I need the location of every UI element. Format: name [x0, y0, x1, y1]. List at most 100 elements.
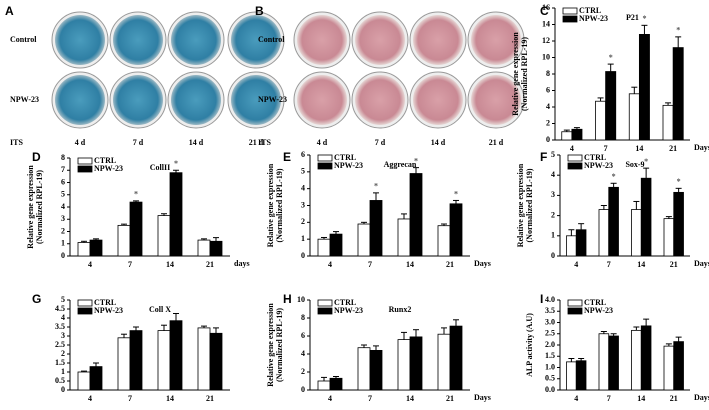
bar [409, 173, 423, 257]
y-tick-label: 1 [61, 367, 65, 376]
bar [369, 200, 383, 257]
significance-mark: * [454, 189, 458, 198]
legend-swatch [317, 307, 333, 315]
bar [673, 191, 684, 257]
bar [409, 336, 423, 391]
significance-mark: * [676, 26, 680, 35]
bar [663, 218, 675, 257]
y-axis-title: Relative gene expression [516, 163, 525, 247]
bar [397, 218, 411, 257]
y-axis-title: Relative gene expression [266, 303, 275, 387]
y-tick-label: 2 [551, 210, 555, 219]
chart-title: Aggrecan [384, 160, 417, 169]
bar [437, 225, 451, 257]
y-tick-label: 0 [546, 135, 550, 144]
bar [595, 100, 607, 141]
row-label: Control [258, 35, 285, 44]
legend-label: CTRL [94, 298, 116, 307]
y-tick-label: 3.5 [545, 306, 555, 315]
well-content [113, 15, 163, 65]
legend-label: NPW-23 [334, 161, 363, 170]
x-tick-label: 14 [406, 260, 414, 269]
day-label: 7 d [375, 138, 386, 147]
well-content [231, 75, 281, 125]
bar [357, 347, 371, 391]
x-tick-label: 14 [406, 394, 414, 403]
bar [129, 201, 143, 257]
bar [662, 104, 674, 141]
bar [117, 224, 131, 257]
y-tick-label: 0 [551, 251, 555, 260]
chart-title: P21 [626, 13, 639, 22]
x-tick-label: 4 [328, 260, 332, 269]
bar [77, 371, 91, 391]
bar [605, 71, 617, 141]
bar [640, 325, 652, 391]
y-tick-label: 8 [61, 153, 65, 162]
x-tick-label: 7 [604, 144, 608, 153]
significance-mark: * [644, 157, 648, 166]
bar [209, 332, 223, 391]
y-axis-title: (Normalized RPL-19) [35, 170, 44, 244]
bar [631, 209, 642, 257]
bar [157, 215, 171, 257]
well-content [55, 15, 105, 65]
y-tick-label: 0 [61, 385, 65, 394]
bar [157, 330, 171, 391]
legend-swatch [77, 165, 93, 173]
significance-mark: * [414, 156, 418, 165]
y-tick-label: 3 [301, 200, 305, 209]
bar [357, 223, 371, 257]
bar [628, 93, 640, 141]
bar [209, 240, 223, 257]
x-tick-label: 14 [637, 394, 645, 403]
x-axis-title: Days [694, 143, 709, 152]
legend-label: CTRL [94, 156, 116, 165]
y-tick-label: 2 [61, 349, 65, 358]
x-tick-label: 7 [607, 394, 611, 403]
panel-label: C [540, 4, 549, 18]
significance-mark: * [134, 190, 138, 199]
legend-swatch [567, 307, 583, 315]
legend-label: CTRL [584, 298, 606, 307]
x-tick-label: 14 [166, 260, 174, 269]
y-axis-title: (Normalized RPL-19) [525, 168, 534, 242]
y-tick-label: 0.5 [545, 374, 555, 383]
x-axis-title: days [234, 259, 250, 268]
bar [169, 320, 183, 391]
bar [575, 229, 587, 257]
bar [566, 361, 577, 391]
panel-label: F [540, 150, 547, 164]
row-label: NPW-23 [258, 95, 287, 104]
x-tick-label: 14 [635, 144, 643, 153]
y-tick-label: 8 [546, 69, 550, 78]
y-tick-label: 4 [61, 202, 65, 211]
y-tick-label: 16 [542, 3, 550, 12]
bar [89, 239, 103, 257]
x-axis-title: Days [474, 393, 491, 402]
y-tick-label: 3 [551, 190, 555, 199]
panel-label: G [32, 292, 41, 306]
y-tick-label: 2 [546, 118, 550, 127]
bar [449, 325, 463, 391]
y-tick-label: 3 [61, 214, 65, 223]
x-tick-label: 21 [670, 260, 678, 269]
x-tick-label: 4 [88, 260, 92, 269]
legend-label: NPW-23 [94, 164, 123, 173]
well-content [413, 15, 463, 65]
y-tick-label: 5 [61, 295, 65, 304]
bar [673, 341, 684, 391]
significance-mark: * [609, 53, 613, 62]
bar [317, 380, 331, 391]
chart-title: Sox-9 [625, 160, 644, 169]
x-tick-label: 4 [328, 394, 332, 403]
x-tick-label: 14 [637, 260, 645, 269]
well-content [413, 75, 463, 125]
bar [566, 235, 577, 257]
bar [575, 360, 587, 391]
legend-label: NPW-23 [584, 306, 613, 315]
legend-swatch [567, 162, 583, 170]
bar [449, 203, 463, 257]
y-tick-label: 14 [542, 19, 550, 28]
significance-mark: * [677, 177, 681, 186]
